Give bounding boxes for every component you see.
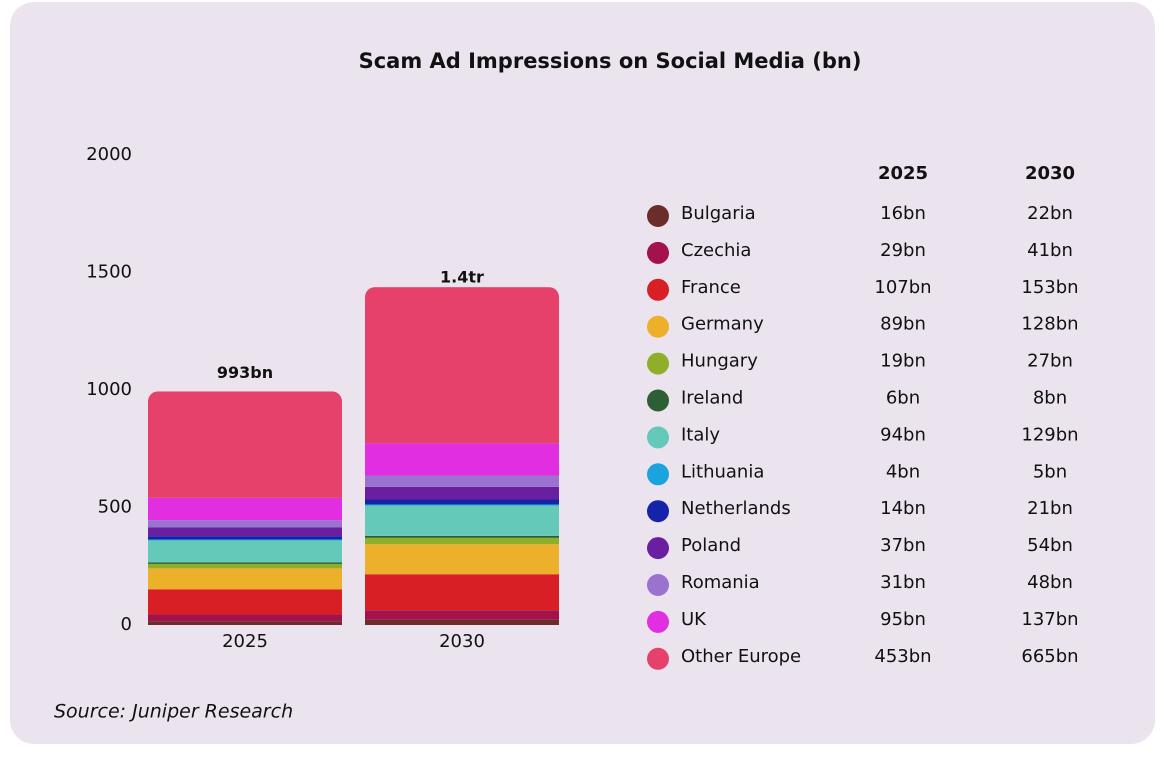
legend-label: Bulgaria <box>681 203 756 224</box>
y-tick-label: 1500 <box>86 262 132 283</box>
bar-segment <box>148 568 342 590</box>
table-value: 16bn <box>880 203 926 224</box>
table-header: 2025 <box>878 163 928 184</box>
bar-segment <box>148 527 342 537</box>
bar-segment <box>148 562 342 564</box>
legend-marker <box>647 574 669 596</box>
bar-segment <box>365 443 559 476</box>
total-label: 993bn <box>217 363 273 382</box>
table-value: 31bn <box>880 572 926 593</box>
legend-marker <box>647 241 669 264</box>
table-value: 129bn <box>1021 424 1078 445</box>
bar-segment <box>148 563 342 569</box>
table-value: 48bn <box>1027 572 1073 593</box>
bar-segment <box>365 504 559 506</box>
y-tick-label: 2000 <box>86 144 132 165</box>
legend-label: Netherlands <box>681 498 791 519</box>
table-value: 5bn <box>1033 461 1067 482</box>
legend-marker <box>647 352 669 375</box>
bar-segment <box>148 614 342 622</box>
table-value: 665bn <box>1021 646 1078 667</box>
table-value: 453bn <box>874 646 931 667</box>
bar-segment <box>148 621 342 625</box>
table-value: 22bn <box>1027 203 1073 224</box>
bar-segment <box>365 287 559 444</box>
legend-marker <box>647 205 669 227</box>
y-tick-label: 1000 <box>86 379 132 400</box>
legend-marker <box>647 389 669 412</box>
legend-label: Romania <box>681 572 760 593</box>
table-value: 41bn <box>1027 240 1073 261</box>
source: Source: Juniper Research <box>54 701 293 723</box>
legend-label: UK <box>681 609 707 630</box>
chart-title: Scam Ad Impressions on Social Media (bn) <box>359 49 862 73</box>
legend-label: France <box>681 277 741 298</box>
bar-segment <box>148 540 342 563</box>
legend-marker <box>647 426 669 449</box>
x-tick-label: 2030 <box>439 631 485 652</box>
x-tick-label: 2025 <box>222 631 268 652</box>
card <box>10 2 1155 744</box>
bar-segment <box>365 535 559 538</box>
table-value: 29bn <box>880 240 926 261</box>
table-value: 37bn <box>880 535 926 556</box>
legend-label: Italy <box>681 424 720 445</box>
bar-segment <box>365 537 559 545</box>
legend-marker <box>647 610 669 633</box>
bar-segment <box>365 619 559 625</box>
legend-marker <box>647 315 669 338</box>
bar-segment <box>365 574 559 611</box>
legend-marker <box>647 278 669 301</box>
legend-label: Poland <box>681 535 741 556</box>
bar-segment <box>148 497 342 521</box>
legend-label: Germany <box>681 314 764 335</box>
bar-segment <box>148 520 342 528</box>
bar-segment <box>365 505 559 536</box>
table-value: 8bn <box>1033 388 1067 409</box>
bar-stack <box>365 287 559 625</box>
table-value: 153bn <box>1021 277 1078 298</box>
y-tick-label: 500 <box>98 497 132 518</box>
table-header: 2030 <box>1025 163 1075 184</box>
bar-segment <box>365 486 559 500</box>
bar-segment <box>148 589 342 615</box>
bar-segment <box>365 475 559 487</box>
bar-segment <box>365 544 559 575</box>
table-value: 54bn <box>1027 535 1073 556</box>
legend-marker <box>647 463 669 486</box>
table-value: 137bn <box>1021 609 1078 630</box>
legend-label: Lithuania <box>681 461 764 482</box>
legend-marker <box>647 537 669 560</box>
table-value: 94bn <box>880 424 926 445</box>
table-value: 14bn <box>880 498 926 519</box>
legend-label: Ireland <box>681 388 743 409</box>
bar-segment <box>148 539 342 541</box>
legend-marker <box>647 647 669 670</box>
table-value: 6bn <box>886 388 920 409</box>
table-value: 89bn <box>880 314 926 335</box>
bar-segment <box>365 610 559 620</box>
legend-marker <box>647 500 669 523</box>
table-value: 21bn <box>1027 498 1073 519</box>
bar-segment <box>148 391 342 498</box>
legend-label: Other Europe <box>681 646 801 667</box>
total-label: 1.4tr <box>440 268 484 287</box>
bar-segment <box>148 536 342 540</box>
table-value: 107bn <box>874 277 931 298</box>
bar-stack <box>148 391 342 625</box>
bar-segment <box>365 499 559 505</box>
table-value: 4bn <box>886 461 920 482</box>
y-tick-label: 0 <box>121 614 132 635</box>
legend-label: Hungary <box>681 351 758 372</box>
table-value: 128bn <box>1021 314 1078 335</box>
table-value: 27bn <box>1027 351 1073 372</box>
legend-label: Czechia <box>681 240 751 261</box>
table-value: 95bn <box>880 609 926 630</box>
table-value: 19bn <box>880 351 926 372</box>
